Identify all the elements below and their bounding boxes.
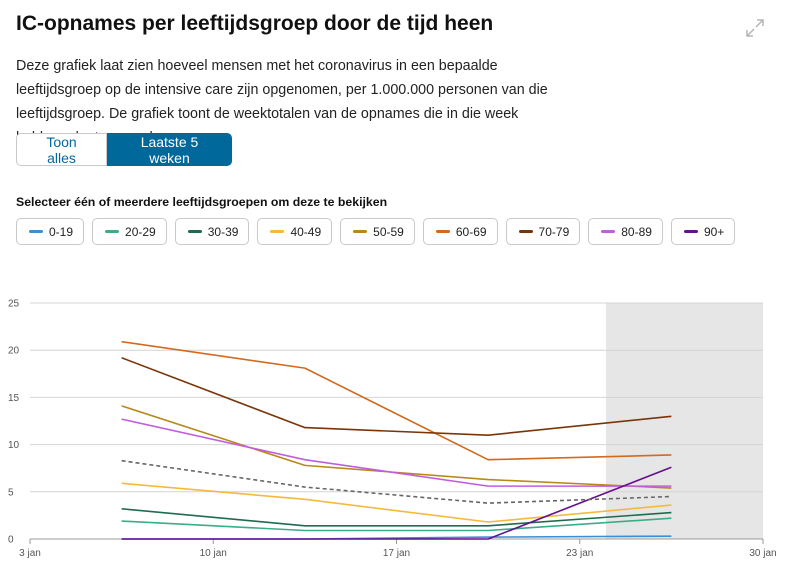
y-tick-label: 0 bbox=[8, 535, 14, 546]
legend-chip-90-plus[interactable]: 90+ bbox=[670, 218, 736, 245]
legend-label: 40-49 bbox=[290, 224, 322, 239]
legend-label: 70-79 bbox=[538, 224, 570, 239]
series-line-80-89 bbox=[121, 418, 672, 487]
series-line-70-79 bbox=[121, 357, 672, 436]
legend-swatch bbox=[105, 230, 120, 233]
page-title: IC-opnames per leeftijdsgroep door de ti… bbox=[16, 12, 494, 35]
legend-label: 50-59 bbox=[373, 224, 404, 239]
series-line-20-29 bbox=[121, 517, 672, 532]
legend-swatch bbox=[270, 230, 285, 233]
legend-heading: Selecteer één of meerdere leeftijdsgroep… bbox=[16, 195, 388, 209]
y-tick-label: 25 bbox=[8, 299, 20, 310]
legend-swatch bbox=[353, 230, 368, 233]
x-tick-label: 17 jan bbox=[383, 548, 410, 559]
series-line-50-59 bbox=[121, 405, 672, 489]
x-tick-label: 23 jan bbox=[566, 548, 593, 559]
legend-chip-70-79[interactable]: 70-79 bbox=[505, 218, 581, 245]
x-tick-label: 10 jan bbox=[200, 548, 227, 559]
legend-chip-30-39[interactable]: 30-39 bbox=[174, 218, 250, 245]
age-group-legend: 0-19 20-29 30-39 40-49 50-59 60-69 70-79… bbox=[16, 218, 736, 245]
legend-chip-0-19[interactable]: 0-19 bbox=[16, 218, 85, 245]
legend-chip-80-89[interactable]: 80-89 bbox=[588, 218, 663, 245]
x-tick-label: 3 jan bbox=[19, 548, 41, 559]
legend-swatch bbox=[187, 230, 202, 233]
legend-chip-60-69[interactable]: 60-69 bbox=[422, 218, 498, 245]
y-tick-label: 5 bbox=[8, 487, 14, 498]
legend-chip-40-49[interactable]: 40-49 bbox=[257, 218, 333, 245]
y-tick-label: 20 bbox=[8, 346, 20, 357]
series-line-30-39 bbox=[121, 507, 672, 527]
x-tick-label: 30 jan bbox=[749, 548, 776, 559]
legend-label: 80-89 bbox=[621, 224, 652, 239]
series-line-gemiddelde bbox=[121, 459, 672, 504]
legend-swatch bbox=[435, 230, 450, 233]
legend-chip-20-29[interactable]: 20-29 bbox=[92, 218, 167, 245]
legend-label: 90+ bbox=[703, 224, 725, 239]
legend-swatch bbox=[683, 230, 698, 233]
last-5-weeks-button[interactable]: Laatste 5 weken bbox=[107, 133, 232, 166]
legend-label: 30-39 bbox=[207, 224, 239, 239]
show-all-button[interactable]: Toon alles bbox=[16, 133, 107, 166]
legend-swatch bbox=[518, 230, 533, 233]
time-range-toggle: Toon alles Laatste 5 weken bbox=[16, 133, 232, 166]
expand-icon[interactable] bbox=[745, 18, 765, 38]
legend-swatch bbox=[29, 230, 43, 233]
y-tick-label: 15 bbox=[8, 393, 20, 404]
legend-label: 20-29 bbox=[125, 224, 156, 239]
legend-label: 60-69 bbox=[455, 224, 487, 239]
legend-swatch bbox=[601, 230, 616, 233]
series-line-90-plus bbox=[121, 466, 672, 540]
series-line-40-49 bbox=[121, 482, 672, 523]
line-chart: 0 5 10 15 20 25 3 jan 10 jan 17 jan 23 jan 30 jan bbox=[8, 299, 777, 560]
series-line-60-69 bbox=[121, 340, 672, 461]
legend-label: 0-19 bbox=[49, 224, 74, 239]
legend-chip-50-59[interactable]: 50-59 bbox=[340, 218, 415, 245]
y-tick-label: 10 bbox=[8, 440, 20, 451]
